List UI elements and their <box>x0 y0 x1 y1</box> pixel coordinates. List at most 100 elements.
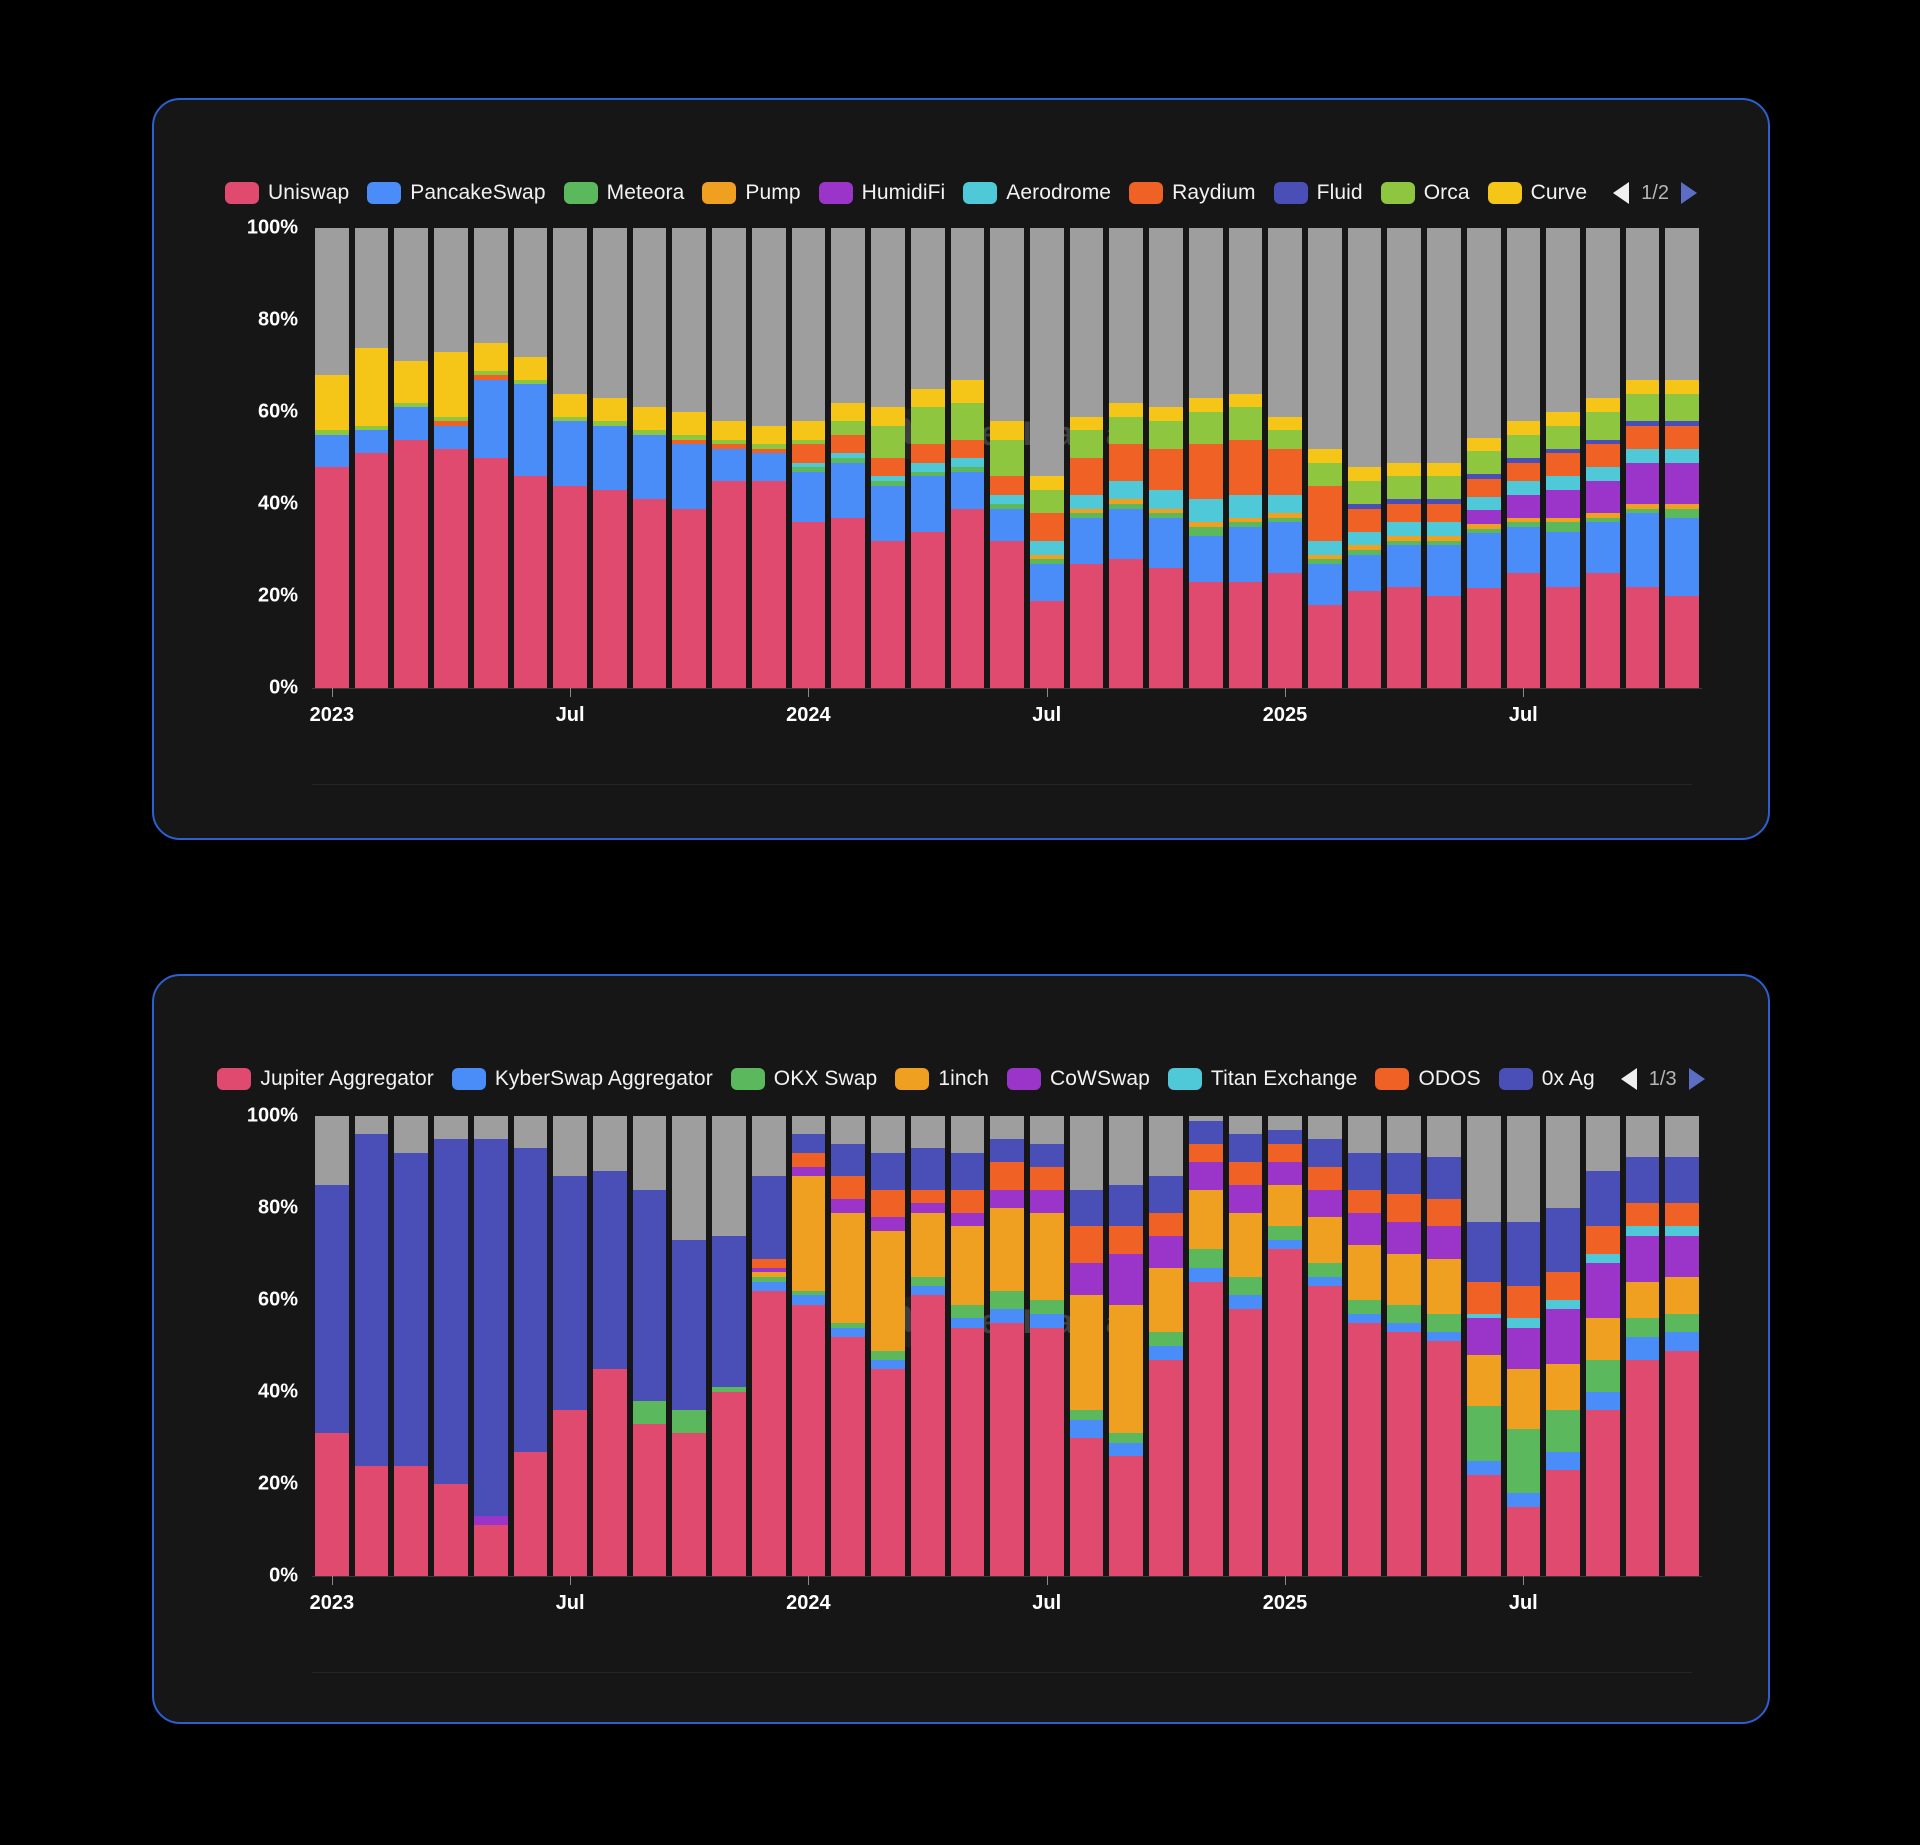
bar-column[interactable] <box>1543 1116 1583 1576</box>
bar-column[interactable] <box>828 1116 868 1576</box>
bar-column[interactable] <box>1424 1116 1464 1576</box>
legend-item-fluid[interactable]: Fluid <box>1273 181 1363 205</box>
bar-column[interactable] <box>908 228 948 688</box>
chevron-right-icon[interactable] <box>1680 182 1697 204</box>
legend-item-orca[interactable]: Orca <box>1380 181 1470 205</box>
bar-column[interactable] <box>1265 228 1305 688</box>
legend-item-kyberswap-aggregator[interactable]: KyberSwap Aggregator <box>451 1067 713 1091</box>
bar-segment-orca <box>791 439 826 445</box>
bar-column[interactable] <box>1186 1116 1226 1576</box>
bar-column[interactable] <box>1464 1116 1504 1576</box>
bar-segment-uniswap <box>632 499 667 688</box>
bar-column[interactable] <box>828 228 868 688</box>
bar-segment-raydium <box>871 458 905 477</box>
chevron-left-icon[interactable] <box>1613 182 1630 204</box>
bar-column[interactable] <box>431 1116 471 1576</box>
bar-column[interactable] <box>1384 1116 1424 1576</box>
legend-item-0x-ag[interactable]: 0x Ag <box>1498 1067 1595 1091</box>
bar-column[interactable] <box>550 228 590 688</box>
legend-item-1inch[interactable]: 1inch <box>895 1067 989 1091</box>
legend-item-titan-exchange[interactable]: Titan Exchange <box>1167 1067 1358 1091</box>
bar-column[interactable] <box>1146 228 1186 688</box>
legend-item-jupiter-aggregator[interactable]: Jupiter Aggregator <box>217 1067 434 1091</box>
bar-column[interactable] <box>471 1116 511 1576</box>
bar-column[interactable] <box>1424 228 1464 688</box>
bar-column[interactable] <box>1623 1116 1663 1576</box>
bar-column[interactable] <box>868 228 908 688</box>
legend-swatch-icon <box>730 1068 765 1090</box>
bar-column[interactable] <box>1662 1116 1702 1576</box>
bar-column[interactable] <box>1106 1116 1146 1576</box>
bar-column[interactable] <box>669 1116 709 1576</box>
bar-column[interactable] <box>987 228 1027 688</box>
chevron-right-icon[interactable] <box>1688 1068 1705 1090</box>
bar-column[interactable] <box>1027 228 1067 688</box>
legend-item-odos[interactable]: ODOS <box>1375 1067 1481 1091</box>
bar-segment-pump <box>1188 522 1223 528</box>
bar-column[interactable] <box>1305 1116 1345 1576</box>
bar-column[interactable] <box>1186 228 1226 688</box>
bar-column[interactable] <box>391 1116 431 1576</box>
bar-column[interactable] <box>431 228 471 688</box>
legend-item-humidifi[interactable]: HumidiFi <box>818 181 946 205</box>
bar-column[interactable] <box>1504 1116 1544 1576</box>
bar-column[interactable] <box>630 228 670 688</box>
bar-column[interactable] <box>987 1116 1027 1576</box>
legend-item-okx-swap[interactable]: OKX Swap <box>730 1067 878 1091</box>
legend-item-cowswap[interactable]: CoWSwap <box>1007 1067 1150 1091</box>
legend-item-raydium[interactable]: Raydium <box>1129 181 1256 205</box>
bar-segment-others <box>751 228 786 426</box>
bar-column[interactable] <box>749 228 789 688</box>
bar-column[interactable] <box>312 228 352 688</box>
bar-column[interactable] <box>590 228 630 688</box>
bar-column[interactable] <box>1067 228 1107 688</box>
legend-item-pancakeswap[interactable]: PancakeSwap <box>367 181 546 205</box>
bar-column[interactable] <box>789 1116 829 1576</box>
bar-column[interactable] <box>352 1116 392 1576</box>
bar-column[interactable] <box>511 228 551 688</box>
bar-column[interactable] <box>1504 228 1544 688</box>
bar-column[interactable] <box>1384 228 1424 688</box>
bar-column[interactable] <box>669 228 709 688</box>
bar-column[interactable] <box>1226 1116 1266 1576</box>
bar-column[interactable] <box>709 1116 749 1576</box>
bar-column[interactable] <box>352 228 392 688</box>
bar-column[interactable] <box>1305 228 1345 688</box>
bar-column[interactable] <box>1146 1116 1186 1576</box>
bar-column[interactable] <box>1106 228 1146 688</box>
bar-column[interactable] <box>1583 228 1623 688</box>
bar-segment-pancakeswap <box>1069 517 1104 564</box>
bar-column[interactable] <box>630 1116 670 1576</box>
bar-column[interactable] <box>709 228 749 688</box>
legend-item-pump[interactable]: Pump <box>702 181 801 205</box>
bar-column[interactable] <box>1583 1116 1623 1576</box>
bar-column[interactable] <box>908 1116 948 1576</box>
bar-column[interactable] <box>1345 228 1385 688</box>
legend-item-curve[interactable]: Curve <box>1487 181 1588 205</box>
bar-segment-pump <box>1069 508 1104 514</box>
legend-item-aerodrome[interactable]: Aerodrome <box>963 181 1111 205</box>
bar-column[interactable] <box>1464 228 1504 688</box>
legend-item-meteora[interactable]: Meteora <box>563 181 685 205</box>
bar-column[interactable] <box>1662 228 1702 688</box>
bar-column[interactable] <box>1067 1116 1107 1576</box>
bar-column[interactable] <box>511 1116 551 1576</box>
bar-column[interactable] <box>471 228 511 688</box>
bar-column[interactable] <box>590 1116 630 1576</box>
bar-column[interactable] <box>391 228 431 688</box>
bar-column[interactable] <box>1345 1116 1385 1576</box>
bar-column[interactable] <box>1543 228 1583 688</box>
bar-column[interactable] <box>789 228 829 688</box>
chevron-left-icon[interactable] <box>1620 1068 1637 1090</box>
bar-column[interactable] <box>1027 1116 1067 1576</box>
bar-column[interactable] <box>749 1116 789 1576</box>
bar-column[interactable] <box>312 1116 352 1576</box>
bar-column[interactable] <box>1265 1116 1305 1576</box>
legend-item-uniswap[interactable]: Uniswap <box>225 181 349 205</box>
bar-column[interactable] <box>1623 228 1663 688</box>
bar-column[interactable] <box>1226 228 1266 688</box>
bar-column[interactable] <box>948 228 988 688</box>
bar-column[interactable] <box>948 1116 988 1576</box>
bar-column[interactable] <box>550 1116 590 1576</box>
bar-column[interactable] <box>868 1116 908 1576</box>
